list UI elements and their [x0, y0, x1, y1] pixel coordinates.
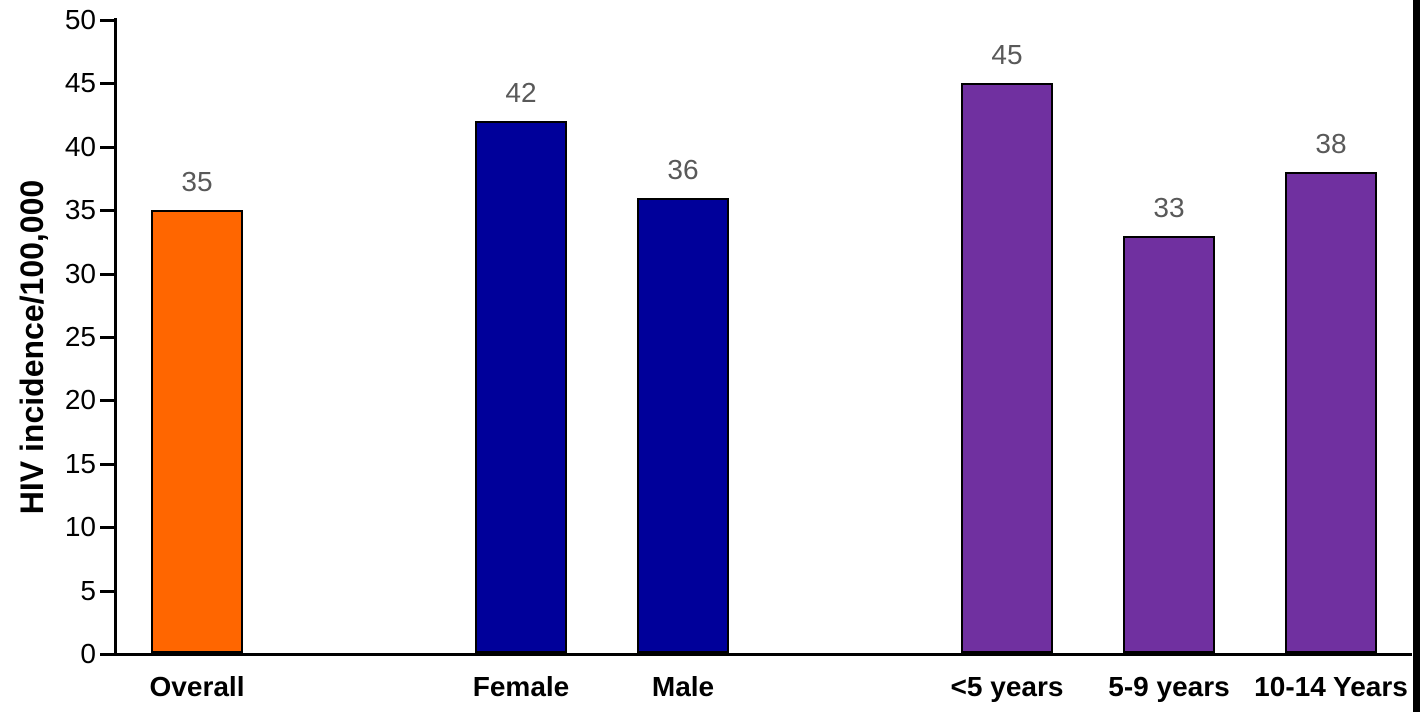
y-tick-label: 50: [64, 4, 96, 35]
x-axis-line: [100, 653, 1412, 656]
y-tick-mark: [100, 145, 114, 149]
y-tick-label: 40: [64, 130, 96, 162]
bar-value-label: 35: [181, 166, 213, 198]
bar-value-label: 42: [505, 77, 537, 109]
y-tick-label: 0: [80, 638, 96, 669]
bar-overall-overall: [151, 210, 243, 653]
y-tick-mark: [100, 526, 114, 530]
y-tick-label: 5: [80, 574, 96, 606]
x-category-label: Male: [651, 671, 715, 702]
y-tick-mark: [100, 653, 114, 656]
y-tick-mark: [100, 462, 114, 466]
y-tick-label: 20: [64, 384, 96, 416]
y-tick-label: 30: [64, 257, 96, 289]
y-tick-label: 35: [64, 194, 96, 226]
bar-value-label: 33: [1153, 191, 1185, 223]
bar-value-label: 38: [1315, 128, 1347, 160]
y-tick-mark: [100, 209, 114, 213]
bar-age-10-14-years: [1285, 172, 1377, 653]
bar-sex-female: [475, 121, 567, 653]
x-category-label: Female: [472, 671, 570, 702]
right-edge-strip: [1413, 0, 1420, 712]
y-tick-mark: [100, 19, 114, 22]
y-tick-mark: [100, 589, 114, 593]
x-category-label: <5 years: [950, 671, 1064, 702]
y-tick-label: 25: [64, 321, 96, 352]
y-tick-mark: [100, 336, 114, 339]
bar-sex-male: [637, 197, 729, 653]
y-tick-mark: [100, 82, 114, 86]
y-tick-mark: [100, 399, 114, 403]
y-tick-label: 45: [64, 67, 96, 99]
y-axis-line: [114, 18, 117, 656]
bar-value-label: 36: [667, 153, 699, 185]
bar-age-5-9-years: [1123, 235, 1215, 653]
x-category-label: 10-14 Years: [1254, 671, 1408, 702]
x-category-label: 5-9 years: [1108, 671, 1230, 702]
y-tick-label: 10: [64, 511, 96, 543]
y-tick-mark: [100, 272, 114, 276]
y-tick-label: 15: [64, 447, 96, 479]
x-category-label: Overall: [149, 671, 245, 702]
bar-value-label: 45: [991, 39, 1023, 71]
bar-age--5-years: [961, 83, 1053, 653]
